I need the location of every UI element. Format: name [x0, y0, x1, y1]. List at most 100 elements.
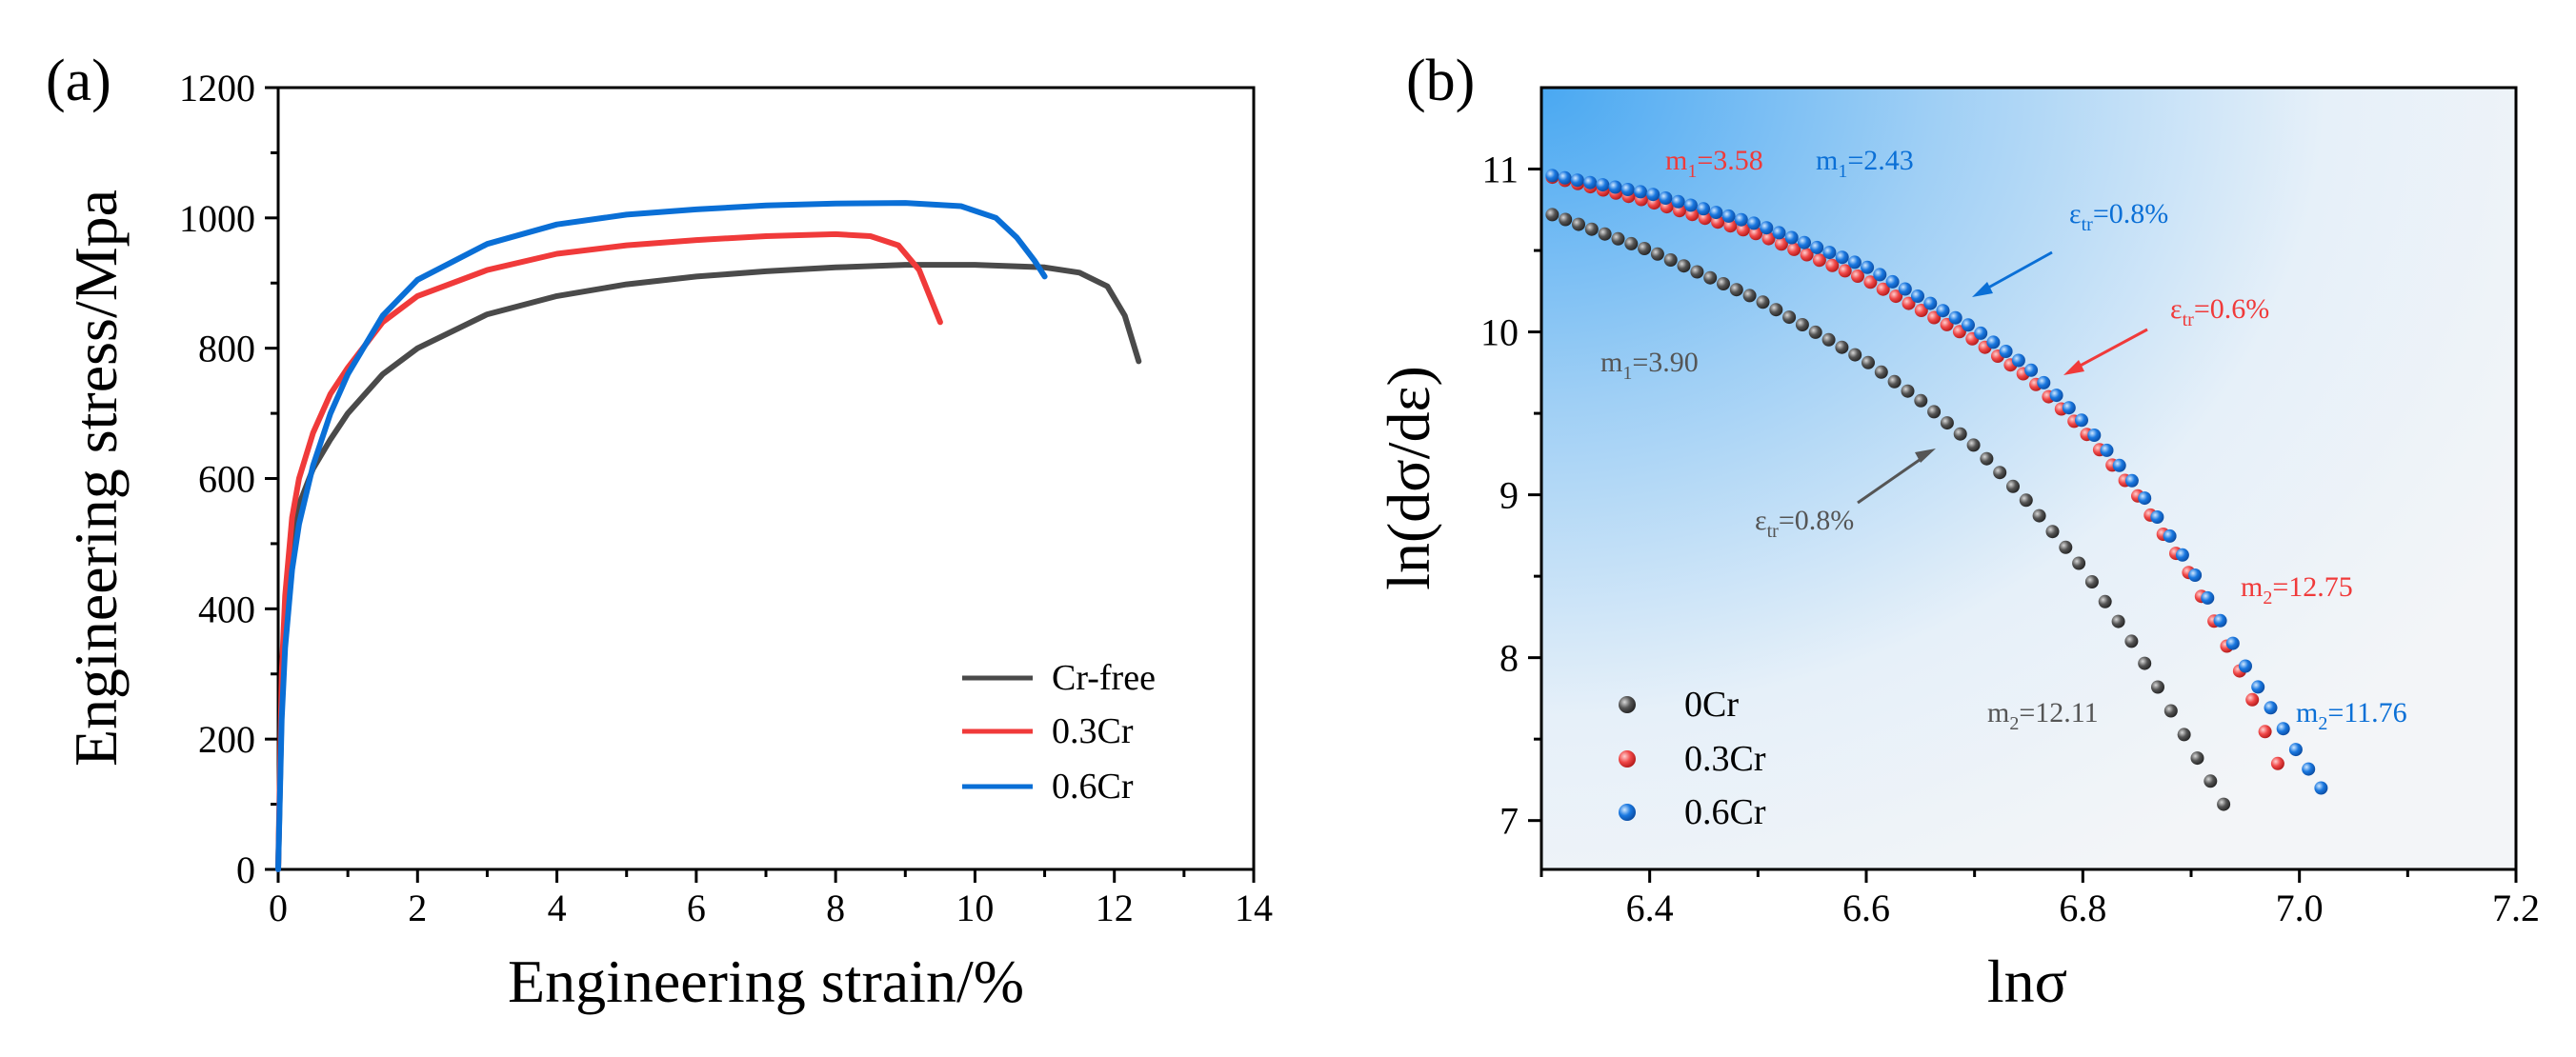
arrow-etr-0.3cr: [2072, 328, 2148, 371]
data-point-0.6cr: [1911, 289, 1924, 303]
data-point-0cr: [1808, 325, 1822, 339]
data-point-0.6cr: [1570, 173, 1584, 188]
data-point-0.3cr: [2245, 692, 2260, 707]
x-tick-label: 4: [548, 887, 567, 929]
data-point-0.6cr: [1734, 212, 1748, 227]
x-tick-label: 6: [687, 887, 706, 929]
data-point-0.6cr: [2201, 590, 2215, 605]
data-point-0cr: [2190, 751, 2204, 766]
data-point-0.6cr: [2075, 413, 2088, 428]
data-point-0cr: [2006, 479, 2020, 493]
data-point-0.6cr: [2264, 701, 2278, 715]
x-tick-label: 8: [826, 887, 845, 929]
data-point-0cr: [1611, 231, 1625, 246]
y-tick-label: 800: [198, 328, 255, 370]
arrowhead-etr-0.6cr: [1972, 282, 1993, 297]
data-point-0cr: [1677, 259, 1691, 273]
data-point-0.6cr: [1659, 191, 1673, 205]
panel-a-xlabel: Engineering strain/%: [508, 947, 1024, 1015]
data-point-0cr: [2059, 540, 2073, 554]
legend-marker-0cr: [1619, 696, 1636, 713]
data-point-0cr: [1874, 365, 1888, 379]
data-point-0cr: [1572, 217, 1585, 231]
data-point-0.6cr: [1558, 170, 1572, 185]
data-point-0.3cr: [1761, 231, 1776, 246]
annotation-m2-0.6cr: m2=11.76: [2296, 697, 2407, 734]
data-point-0.3cr: [1914, 304, 1928, 317]
annotation-m1-0.3cr: m1=3.58: [1665, 145, 1763, 182]
data-point-0.3cr: [1825, 258, 1840, 272]
data-point-0cr: [1756, 295, 1770, 309]
legend-marker-0.6cr: [1619, 804, 1636, 821]
data-point-0cr: [1650, 247, 1664, 261]
data-point-0cr: [1598, 227, 1612, 241]
data-point-0cr: [2111, 614, 2125, 628]
data-point-0.6cr: [2276, 722, 2290, 736]
data-point-0.6cr: [2188, 568, 2203, 582]
data-point-0.6cr: [1810, 240, 1824, 254]
annotation-m2-0.3cr: m2=12.75: [2241, 571, 2353, 608]
panel-a-series: [275, 200, 1142, 872]
panel-b-label: (b): [1406, 49, 1475, 113]
data-point-0cr: [2177, 728, 2191, 742]
data-point-0.6cr: [1583, 175, 1598, 189]
data-point-0cr: [1638, 242, 1652, 255]
data-point-0.3cr: [1749, 227, 1763, 241]
data-point-0cr: [1927, 405, 1942, 419]
data-point-0cr: [2098, 594, 2112, 608]
data-point-0.6cr: [1634, 185, 1647, 199]
data-point-0cr: [2151, 680, 2164, 694]
annotation-m2-0cr: m2=12.11: [1987, 697, 2099, 734]
data-point-0cr: [1966, 438, 1981, 452]
x-tick-label: 6.6: [1842, 887, 1890, 929]
data-point-0cr: [2138, 656, 2152, 670]
data-point-0.6cr: [1986, 335, 2001, 349]
data-point-0.6cr: [1948, 310, 1962, 325]
data-point-0.3cr: [1800, 248, 1814, 262]
data-point-0.3cr: [1889, 289, 1903, 304]
data-point-0.6cr: [2225, 636, 2240, 650]
data-point-0.6cr: [1608, 180, 1622, 194]
x-tick-label: 0: [269, 887, 288, 929]
x-tick-label: 14: [1235, 887, 1273, 929]
panel-a-plot-area: [276, 86, 1256, 871]
data-point-0.3cr: [2258, 725, 2272, 739]
data-point-0cr: [1742, 289, 1757, 303]
data-point-0cr: [1848, 348, 1862, 362]
annotation-etr-0cr: εtr=0.8%: [1755, 505, 1854, 542]
y-tick-label: 200: [198, 718, 255, 761]
x-tick-label: 6.4: [1626, 887, 1674, 929]
data-point-0.6cr: [2302, 762, 2316, 776]
data-point-0.3cr: [1902, 296, 1916, 310]
panel-b-xlabel: lnσ: [1987, 947, 2067, 1015]
data-point-0cr: [1559, 212, 1573, 227]
data-point-0.6cr: [2062, 401, 2076, 415]
arrowhead-etr-0.3cr: [2063, 360, 2084, 375]
data-point-0.6cr: [2150, 510, 2164, 524]
data-point-0.6cr: [2288, 743, 2303, 757]
panel-b-legend: 0Cr 0.3Cr 0.6Cr: [1619, 685, 1766, 832]
annotation-m1-0cr: m1=3.90: [1600, 347, 1699, 384]
data-point-0.3cr: [1863, 275, 1878, 289]
panel-b-ylabel: ln(dσ/dε): [1375, 366, 1442, 590]
panel-a-ylabel: Engineering stress/Mpa: [62, 189, 130, 767]
data-point-0.6cr: [2138, 491, 2152, 506]
panel-b-series: [1545, 169, 2328, 811]
panel-a-legend: Cr-free 0.3Cr 0.6Cr: [962, 658, 1156, 807]
x-tick-label: 2: [408, 887, 427, 929]
panel-a: (a) 0 2 4 6 8 10 12 14 0 200 400 600 800 1000 1200 Eng…: [46, 49, 1273, 1015]
data-point-0.6cr: [1835, 250, 1849, 265]
series-line-0.6cr: [275, 200, 1048, 872]
data-point-0.6cr: [1962, 318, 1975, 332]
data-point-0.6cr: [2100, 443, 2114, 457]
data-point-0cr: [1993, 466, 2007, 480]
data-point-0.3cr: [1876, 282, 1890, 296]
panel-a-axis-ticks: 0 2 4 6 8 10 12 14 0 200 400 600 800 1000 1200: [179, 67, 1273, 929]
data-point-0.6cr: [1760, 221, 1774, 235]
data-point-0cr: [1703, 270, 1718, 285]
data-point-0.6cr: [1784, 230, 1799, 245]
data-point-0cr: [2163, 704, 2178, 718]
data-point-0.6cr: [1545, 169, 1560, 183]
data-point-0.6cr: [1885, 274, 1900, 289]
data-point-0.3cr: [1736, 223, 1750, 237]
